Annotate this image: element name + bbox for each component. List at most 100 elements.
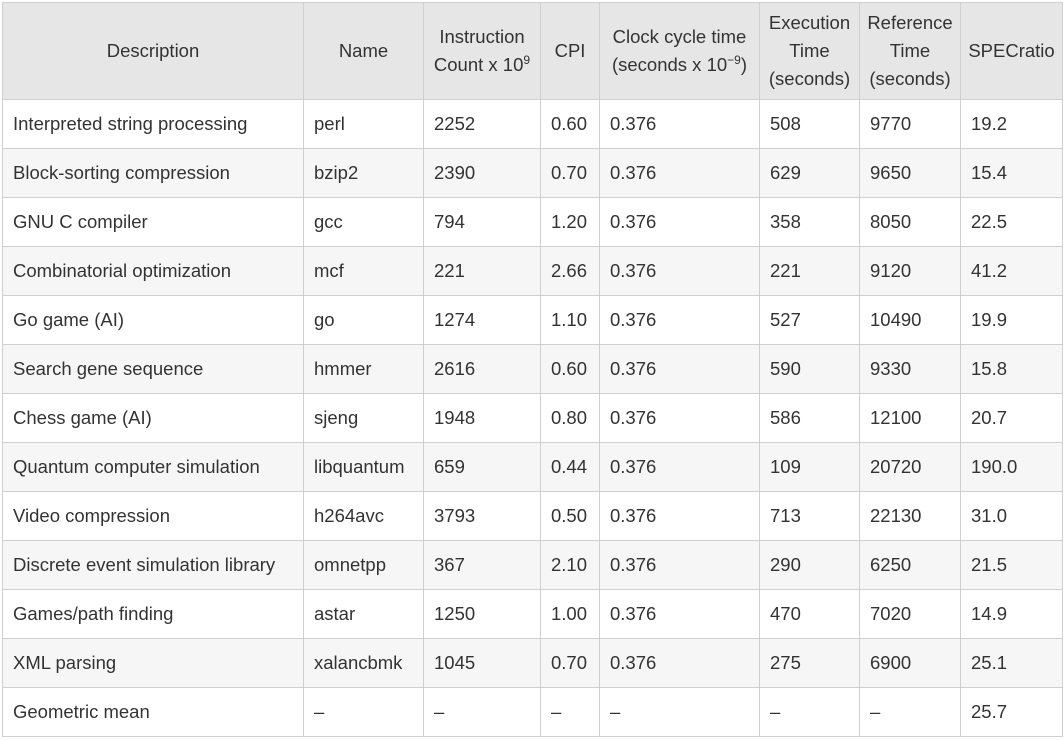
cell-execution-time: 470 bbox=[759, 589, 860, 639]
cell-description: Go game (AI) bbox=[2, 295, 304, 345]
cell-reference-time: 9330 bbox=[859, 344, 961, 394]
cell-reference-time: 20720 bbox=[859, 442, 961, 492]
cell-execution-time: 527 bbox=[759, 295, 860, 345]
table-row: Video compression h264avc 3793 0.50 0.376 713… bbox=[2, 491, 1063, 541]
cell-instruction-count: 794 bbox=[423, 197, 541, 247]
cell-specratio: 41.2 bbox=[960, 246, 1063, 296]
cell-specratio: 20.7 bbox=[960, 393, 1063, 443]
cell-description: Block-sorting compression bbox=[2, 148, 304, 198]
cell-name: sjeng bbox=[303, 393, 424, 443]
cell-name: – bbox=[303, 687, 424, 737]
cell-description: Quantum computer simulation bbox=[2, 442, 304, 492]
cell-instruction-count: 2390 bbox=[423, 148, 541, 198]
cell-execution-time: 358 bbox=[759, 197, 860, 247]
cell-instruction-count: 2616 bbox=[423, 344, 541, 394]
table-header: Description Name Instruction Count x 109… bbox=[2, 2, 1063, 100]
cell-reference-time: 22130 bbox=[859, 491, 961, 541]
cell-description: XML parsing bbox=[2, 638, 304, 688]
cell-name: gcc bbox=[303, 197, 424, 247]
cell-cpi: – bbox=[540, 687, 600, 737]
cell-reference-time: 7020 bbox=[859, 589, 961, 639]
cell-clock-cycle-time: 0.376 bbox=[599, 344, 760, 394]
cell-specratio: 19.9 bbox=[960, 295, 1063, 345]
header-clock-exponent: −9 bbox=[727, 52, 741, 67]
table-body: Interpreted string processing perl 2252 0.6… bbox=[2, 99, 1063, 737]
header-instruction-line2: Count x 10 bbox=[433, 54, 524, 75]
cell-cpi: 0.70 bbox=[540, 148, 600, 198]
table-row: Block-sorting compression bzip2 2390 0.70 0.… bbox=[2, 148, 1063, 198]
cell-instruction-count: – bbox=[423, 687, 541, 737]
cell-cpi: 1.10 bbox=[540, 295, 600, 345]
cell-name: mcf bbox=[303, 246, 424, 296]
cell-reference-time: 12100 bbox=[859, 393, 961, 443]
header-execution-time: Execution Time (seconds) bbox=[759, 2, 860, 100]
cell-description: Chess game (AI) bbox=[2, 393, 304, 443]
cell-clock-cycle-time: 0.376 bbox=[599, 246, 760, 296]
cell-specratio: 14.9 bbox=[960, 589, 1063, 639]
cell-description: GNU C compiler bbox=[2, 197, 304, 247]
cell-description: Combinatorial optimization bbox=[2, 246, 304, 296]
header-exec-line1: Execution bbox=[768, 12, 851, 33]
cell-instruction-count: 221 bbox=[423, 246, 541, 296]
cell-clock-cycle-time: 0.376 bbox=[599, 295, 760, 345]
cell-clock-cycle-time: 0.376 bbox=[599, 99, 760, 149]
table-row: Chess game (AI) sjeng 1948 0.80 0.376 586 1210… bbox=[2, 393, 1063, 443]
cell-cpi: 1.20 bbox=[540, 197, 600, 247]
table-row: Interpreted string processing perl 2252 0.6… bbox=[2, 99, 1063, 149]
cell-reference-time: – bbox=[859, 687, 961, 737]
cell-clock-cycle-time: 0.376 bbox=[599, 393, 760, 443]
header-instruction-exponent: 9 bbox=[523, 52, 531, 67]
header-clock-cycle-time: Clock cycle time (seconds x 10−9) bbox=[599, 2, 760, 100]
header-clock-line1: Clock cycle time bbox=[612, 26, 747, 47]
cell-name: bzip2 bbox=[303, 148, 424, 198]
cell-instruction-count: 1948 bbox=[423, 393, 541, 443]
cell-reference-time: 9650 bbox=[859, 148, 961, 198]
cell-execution-time: 290 bbox=[759, 540, 860, 590]
header-ref-line1: Reference bbox=[867, 12, 953, 33]
cell-clock-cycle-time: 0.376 bbox=[599, 589, 760, 639]
header-ref-line2: Time bbox=[889, 40, 931, 61]
cell-specratio: 19.2 bbox=[960, 99, 1063, 149]
cell-clock-cycle-time: 0.376 bbox=[599, 638, 760, 688]
cell-clock-cycle-time: – bbox=[599, 687, 760, 737]
table-row: Discrete event simulation library omnetpp… bbox=[2, 540, 1063, 590]
cell-instruction-count: 659 bbox=[423, 442, 541, 492]
cell-execution-time: 590 bbox=[759, 344, 860, 394]
header-instruction-line1: Instruction bbox=[439, 26, 525, 47]
cell-description: Geometric mean bbox=[2, 687, 304, 737]
cell-clock-cycle-time: 0.376 bbox=[599, 540, 760, 590]
cell-clock-cycle-time: 0.376 bbox=[599, 491, 760, 541]
header-clock-close: ) bbox=[740, 54, 748, 75]
cell-instruction-count: 2252 bbox=[423, 99, 541, 149]
cell-description: Video compression bbox=[2, 491, 304, 541]
cell-instruction-count: 367 bbox=[423, 540, 541, 590]
cell-execution-time: 109 bbox=[759, 442, 860, 492]
cell-cpi: 1.00 bbox=[540, 589, 600, 639]
cell-reference-time: 8050 bbox=[859, 197, 961, 247]
cell-execution-time: 713 bbox=[759, 491, 860, 541]
cell-execution-time: – bbox=[759, 687, 860, 737]
cell-description: Search gene sequence bbox=[2, 344, 304, 394]
cell-description: Games/path finding bbox=[2, 589, 304, 639]
cell-name: hmmer bbox=[303, 344, 424, 394]
cell-reference-time: 9770 bbox=[859, 99, 961, 149]
cell-cpi: 0.50 bbox=[540, 491, 600, 541]
cell-execution-time: 629 bbox=[759, 148, 860, 198]
cell-reference-time: 9120 bbox=[859, 246, 961, 296]
header-exec-line3: (seconds) bbox=[768, 68, 851, 89]
cell-name: libquantum bbox=[303, 442, 424, 492]
header-description: Description bbox=[2, 2, 304, 100]
cell-cpi: 0.70 bbox=[540, 638, 600, 688]
cell-reference-time: 6250 bbox=[859, 540, 961, 590]
table-row: XML parsing xalancbmk 1045 0.70 0.376 275 6900… bbox=[2, 638, 1063, 688]
cell-cpi: 0.44 bbox=[540, 442, 600, 492]
cell-clock-cycle-time: 0.376 bbox=[599, 442, 760, 492]
cell-specratio: 15.4 bbox=[960, 148, 1063, 198]
header-clock-line2: (seconds x 10 bbox=[611, 54, 728, 75]
cell-name: astar bbox=[303, 589, 424, 639]
table-row: Combinatorial optimization mcf 221 2.66 0.37… bbox=[2, 246, 1063, 296]
cell-cpi: 2.10 bbox=[540, 540, 600, 590]
cell-specratio: 25.7 bbox=[960, 687, 1063, 737]
cell-execution-time: 221 bbox=[759, 246, 860, 296]
